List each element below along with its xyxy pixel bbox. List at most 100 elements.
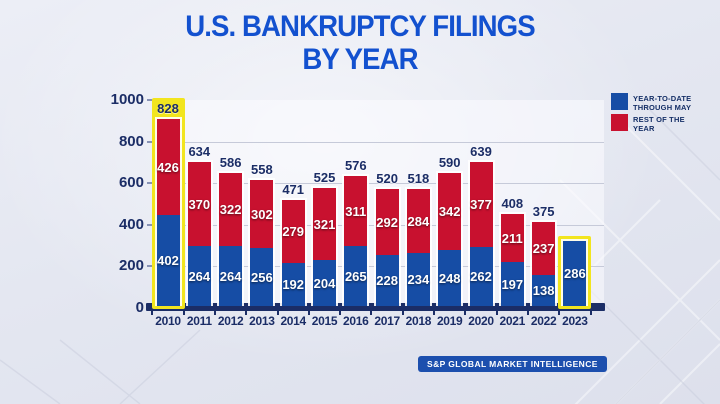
bar-value-ytd-2015: 204 <box>313 275 336 291</box>
bar-value-ytd-2013: 256 <box>251 269 273 285</box>
year-label-2022: 2022 <box>530 314 557 328</box>
bar-value-rest-2017: 292 <box>376 214 398 230</box>
year-label-2021: 2021 <box>499 314 526 328</box>
legend-item-year-to-date: YEAR-TO-DATE THROUGH MAY <box>611 93 717 112</box>
source-badge: S&P GLOBAL MARKET INTELLIGENCE <box>418 356 607 372</box>
bar-value-rest-2011: 370 <box>188 196 211 212</box>
bar-value-ytd-2017: 228 <box>376 273 398 288</box>
bar-segment-rest-2010: 426 <box>156 119 180 215</box>
x-tickmark-5 <box>307 311 310 315</box>
bar-total-label-2016: 576 <box>344 158 367 173</box>
year-label-2011: 2011 <box>186 314 212 328</box>
bar-total-label-2020: 639 <box>470 144 492 159</box>
bar-value-rest-2013: 302 <box>251 206 273 222</box>
bar-segment-ytd-2013: 256 <box>250 248 274 306</box>
bar-segment-ytd-2010: 402 <box>156 215 180 306</box>
bar-stack-2018: 284 234 <box>404 187 432 306</box>
x-tickmark-9 <box>433 311 436 315</box>
x-tickmark-13 <box>558 311 561 315</box>
bar-value-ytd-2012: 264 <box>219 268 242 284</box>
y-axis-label-200: 200 <box>118 257 144 275</box>
bar-segment-rest-2015: 321 <box>313 188 336 260</box>
bar-segment-rest-2020: 377 <box>469 162 493 247</box>
bar-total-label-2015: 525 <box>313 170 336 185</box>
bar-total-label-2018: 518 <box>407 171 430 186</box>
legend-label-rest-of-year: REST OF THE YEAR <box>633 115 685 133</box>
bar-2010: 828 426 402 <box>151 98 185 309</box>
year-label-2023: 2023 <box>562 314 588 328</box>
x-tickmark-4 <box>276 311 279 315</box>
bar-segment-rest-2018: 284 <box>406 189 430 253</box>
bar-total-label-2010: 828 <box>157 101 179 116</box>
y-tickmark-400 <box>147 223 154 226</box>
y-axis-label-400: 400 <box>118 215 144 233</box>
x-tickmark-7 <box>370 311 373 315</box>
bar-segment-rest-2013: 302 <box>250 180 274 248</box>
bar-segment-rest-2016: 311 <box>344 176 368 246</box>
year-label-2018: 2018 <box>405 314 432 328</box>
bar-value-ytd-2023: 286 <box>564 266 586 281</box>
bar-stack-2023: 286 <box>561 239 589 306</box>
year-label-2013: 2013 <box>249 314 275 328</box>
gridline-600 <box>154 183 604 185</box>
page-title-line1: U.S. BANKRUPTCY FILINGS <box>185 10 535 43</box>
bar-segment-ytd-2021: 197 <box>500 262 524 306</box>
bar-total-label-2013: 558 <box>251 162 273 177</box>
bar-value-rest-2014: 279 <box>282 224 305 239</box>
bar-value-ytd-2011: 264 <box>188 268 211 284</box>
bar-2018: 518 284 234 <box>402 168 435 309</box>
x-tickmark-0 <box>151 311 154 315</box>
bar-value-rest-2015: 321 <box>313 216 336 232</box>
bar-stack-2019: 342 248 <box>436 171 464 306</box>
bar-total-label-2014: 471 <box>282 182 305 197</box>
bar-segment-ytd-2019: 248 <box>438 250 462 306</box>
year-label-2015: 2015 <box>311 314 338 328</box>
bar-value-rest-2020: 377 <box>470 197 492 212</box>
x-tickmark-2 <box>213 311 216 315</box>
bar-total-label-2021: 408 <box>501 196 524 211</box>
bar-value-ytd-2020: 262 <box>470 269 492 284</box>
legend-swatch-blue <box>611 93 628 110</box>
x-tickmark-10 <box>464 311 467 315</box>
year-label-2014: 2014 <box>280 314 306 328</box>
bar-total-label-2019: 590 <box>438 155 461 170</box>
bar-stack-2016: 311 265 <box>342 174 370 306</box>
bar-value-ytd-2022: 138 <box>532 283 555 298</box>
bar-2021: 408 211 197 <box>496 193 529 309</box>
bar-value-rest-2022: 237 <box>532 241 555 256</box>
bar-2016: 576 311 265 <box>339 155 372 309</box>
bar-2012: 586 322 264 <box>214 152 247 309</box>
bar-stack-2012: 322 264 <box>217 171 245 306</box>
bar-segment-ytd-2022: 138 <box>532 275 556 306</box>
bar-segment-ytd-2017: 228 <box>375 255 399 306</box>
bar-segment-rest-2011: 370 <box>187 162 211 246</box>
x-axis-line <box>146 303 605 311</box>
year-label-2020: 2020 <box>468 314 494 328</box>
bar-segment-ytd-2015: 204 <box>313 260 336 306</box>
year-label-2012: 2012 <box>217 314 244 328</box>
bar-2013: 558 302 256 <box>245 159 278 309</box>
chart-legend: YEAR-TO-DATE THROUGH MAY REST OF THE YEA… <box>611 93 717 135</box>
page-title: U.S. BANKRUPTCY FILINGS BY YEAR <box>29 10 691 76</box>
bar-stack-2020: 377 262 <box>467 160 495 306</box>
bar-value-rest-2019: 342 <box>438 204 461 219</box>
x-tickmark-11 <box>495 311 498 315</box>
x-tickmark-3 <box>245 311 248 315</box>
bar-value-ytd-2014: 192 <box>282 277 305 292</box>
y-axis-label-0: 0 <box>135 299 144 316</box>
y-axis-label-1000: 1000 <box>110 91 144 108</box>
page-title-line2: BY YEAR <box>302 43 418 76</box>
gridline-800 <box>154 141 604 143</box>
year-label-2010: 2010 <box>155 314 181 328</box>
bar-stack-2022: 237 138 <box>530 220 558 306</box>
year-label-2019: 2019 <box>436 314 463 328</box>
bar-stack-2011: 370 264 <box>185 160 213 306</box>
bar-value-rest-2021: 211 <box>501 230 523 246</box>
bar-segment-ytd-2014: 192 <box>281 263 305 306</box>
bar-value-rest-2016: 311 <box>345 203 367 219</box>
bar-stack-2015: 321 204 <box>311 186 338 306</box>
bar-value-rest-2010: 426 <box>157 159 179 175</box>
bar-2020: 639 377 262 <box>465 141 498 309</box>
bar-value-ytd-2016: 265 <box>344 268 367 284</box>
